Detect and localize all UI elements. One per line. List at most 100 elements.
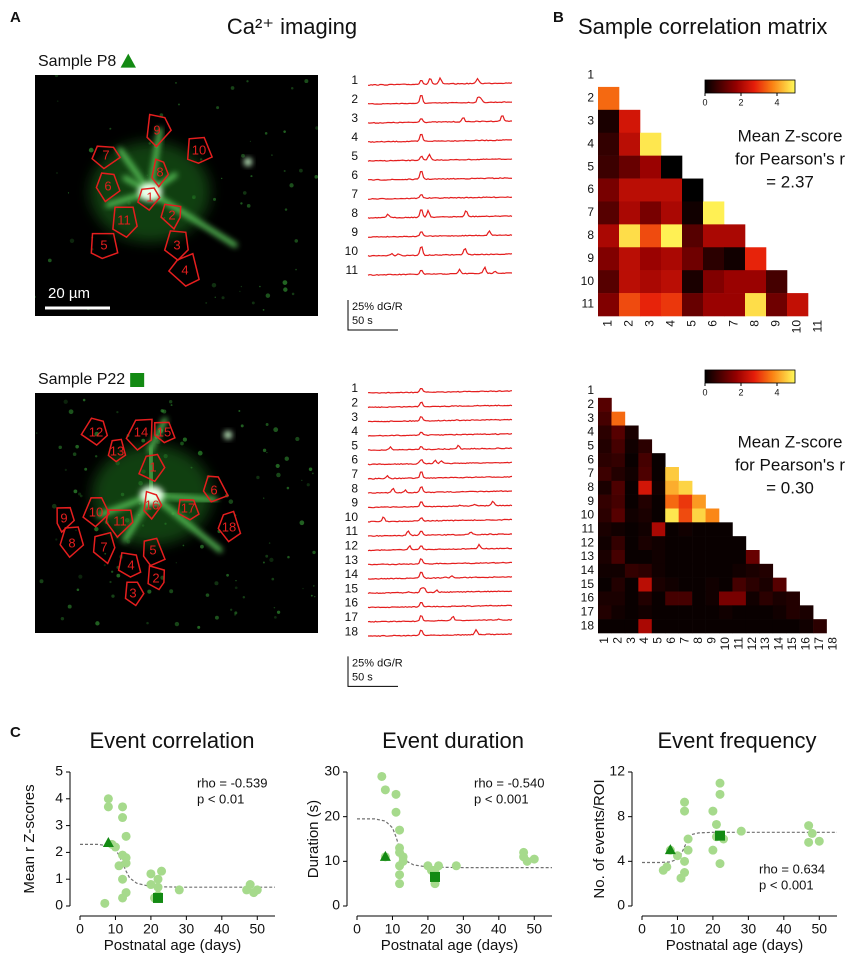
matrix-row-label: 6 [587, 452, 594, 466]
matrix-cell [682, 270, 704, 294]
trace [367, 458, 513, 466]
speckle [182, 437, 187, 442]
speckle [265, 554, 269, 558]
fit-line [80, 843, 275, 888]
marker-circle [683, 834, 693, 844]
speckle [75, 444, 79, 449]
matrix-row-label: 10 [581, 274, 595, 288]
matrix-cell [598, 425, 612, 440]
speckle [301, 479, 303, 482]
roi-label: 12 [89, 424, 103, 439]
roi-label: 13 [110, 443, 124, 458]
matrix-cell [651, 550, 666, 565]
panel-title: Sample correlation matrix [578, 14, 827, 39]
matrix-cell [703, 201, 725, 225]
matrix-row-label: 14 [581, 563, 595, 577]
trace [368, 558, 513, 566]
speckle [76, 588, 80, 592]
x-tick-label: 50 [526, 921, 542, 937]
process [147, 189, 238, 248]
matrix-row-label: 9 [587, 494, 594, 508]
roi-label: 11 [113, 513, 127, 528]
speckle [156, 440, 161, 444]
speckle [240, 202, 243, 205]
matrix-cell [619, 155, 641, 179]
matrix-cell [611, 591, 626, 606]
sample-label: Sample P8 [38, 53, 116, 70]
trace-label: 1 [351, 73, 358, 87]
matrix-cell [624, 453, 639, 468]
matrix-cell [786, 605, 800, 620]
speckle [299, 168, 303, 173]
speckle [67, 604, 72, 609]
matrix-col-label: 16 [799, 637, 813, 651]
roi-outline [217, 510, 242, 543]
speckle [84, 467, 88, 471]
roi-label: 2 [152, 570, 159, 585]
trace-label: 4 [351, 130, 358, 144]
trace [367, 500, 513, 509]
roi-label: 8 [156, 164, 163, 179]
matrix-row-label: 1 [587, 383, 594, 397]
roi-label: 10 [89, 504, 103, 519]
speckle [262, 308, 265, 311]
trace [367, 602, 513, 609]
matrix-cell [745, 563, 760, 578]
matrix-cell [786, 591, 800, 606]
matrix-cell [724, 247, 746, 271]
marker-circle [380, 785, 390, 795]
matrix-cell [651, 467, 666, 482]
matrix-cell [611, 563, 626, 578]
roi-label: 17 [181, 500, 195, 515]
trace [367, 388, 513, 394]
trace [367, 543, 513, 552]
roi-outline [90, 232, 119, 260]
roi-label: 18 [222, 519, 236, 534]
matrix-cell [692, 605, 706, 620]
matrix-cell [665, 563, 679, 578]
matrix-cell [692, 563, 706, 578]
matrix-cell [799, 619, 814, 634]
matrix-cell [745, 605, 760, 620]
speckle [162, 409, 167, 414]
matrix-cell [705, 577, 720, 592]
process [149, 492, 223, 553]
matrix-cell [772, 577, 787, 592]
matrix-cell [638, 619, 653, 634]
matrix-cell [665, 494, 679, 509]
matrix-cell [638, 453, 653, 468]
speckle [55, 538, 58, 541]
matrix-cell [724, 224, 746, 248]
matrix-row-label: 12 [581, 535, 595, 549]
speckle [264, 132, 268, 135]
marker-circle [715, 859, 725, 869]
roi-outline [80, 417, 109, 446]
colorbar-tick-label: 2 [738, 387, 743, 397]
speckle [82, 398, 86, 402]
marker-circle [804, 837, 814, 847]
matrix-cell [678, 536, 693, 551]
matrix-cell [772, 605, 787, 620]
matrix-cell [651, 453, 666, 468]
matrix-cell [661, 201, 683, 225]
matrix-cell [678, 522, 693, 537]
matrix-cell [732, 550, 747, 565]
matrix-cell [611, 411, 626, 426]
matrix-cell [598, 224, 620, 248]
speckle [177, 103, 180, 106]
roi-outline [138, 453, 166, 483]
matrix-cell [611, 425, 626, 440]
matrix-cell [665, 508, 679, 523]
matrix-col-label: 9 [769, 320, 783, 327]
matrix-row-label: 2 [587, 397, 594, 411]
speckle [95, 621, 100, 626]
roi-label: 6 [210, 482, 217, 497]
x-tick-label: 20 [420, 921, 436, 937]
trace-label: 10 [345, 510, 359, 524]
marker-circle [519, 847, 529, 857]
speckle [304, 79, 309, 84]
trace [367, 246, 513, 257]
micrograph [35, 75, 318, 316]
speckle [216, 106, 220, 110]
